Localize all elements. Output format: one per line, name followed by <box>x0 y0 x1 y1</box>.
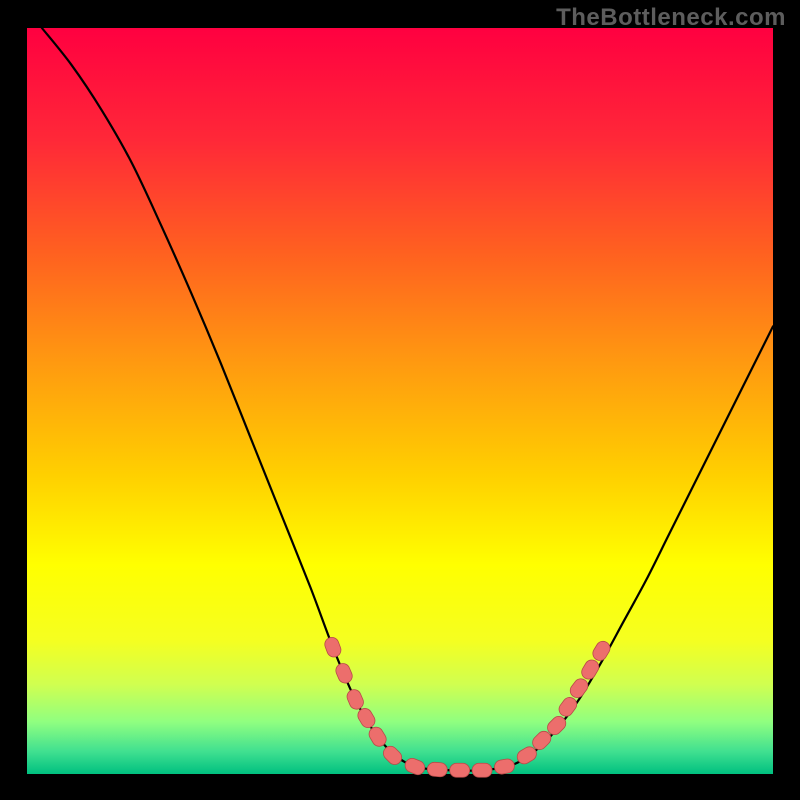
bottleneck-curve-chart <box>0 0 800 800</box>
chart-stage: TheBottleneck.com <box>0 0 800 800</box>
plot-area <box>27 28 773 774</box>
marker-7 <box>427 762 448 777</box>
watermark-text: TheBottleneck.com <box>556 4 786 32</box>
marker-9 <box>472 763 492 777</box>
marker-8 <box>450 763 470 777</box>
